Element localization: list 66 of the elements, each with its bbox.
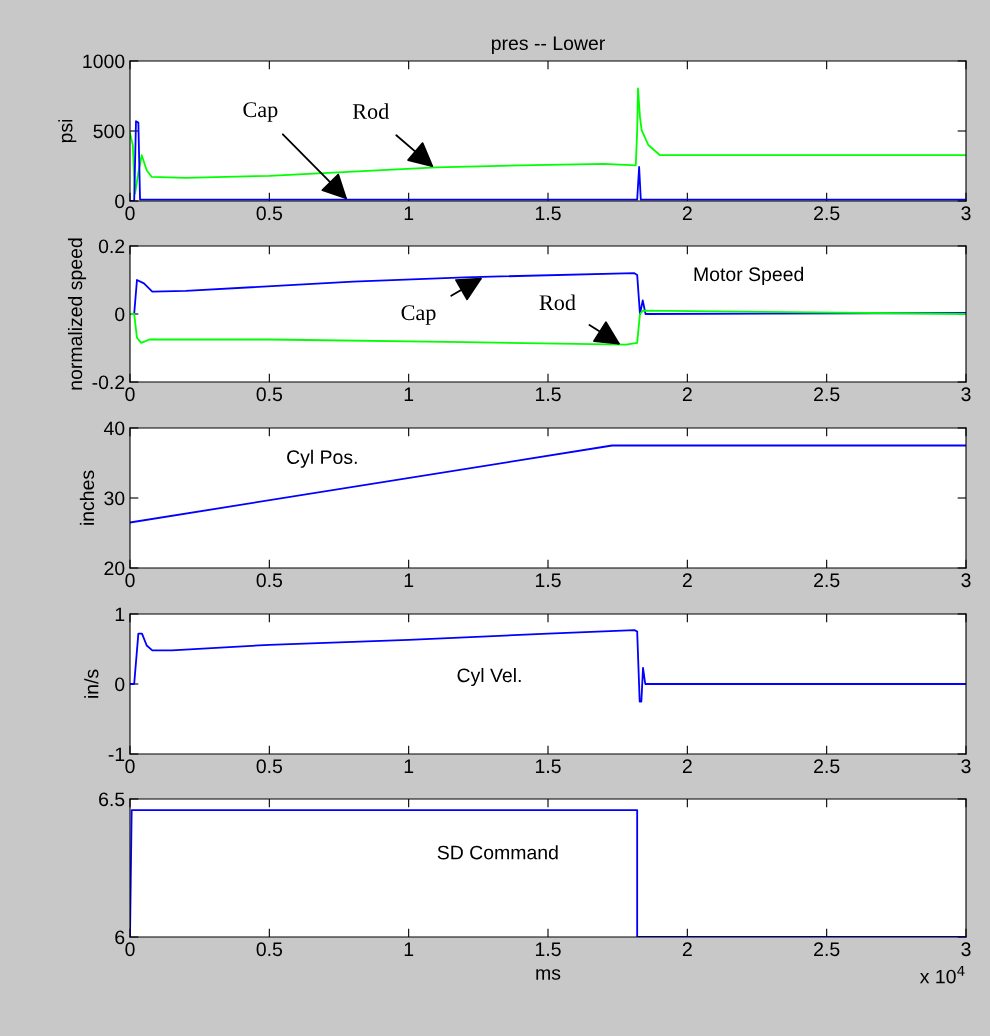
y-tick-label: -1	[108, 747, 125, 762]
y-tick-label: 500	[93, 124, 125, 139]
annotation: Rod	[539, 294, 576, 311]
x-axis-title: ms	[536, 969, 561, 980]
y-tick-label: -0.2	[92, 375, 125, 390]
x-tick-label: 2.5	[814, 206, 840, 221]
x-tick-label: 0	[125, 759, 135, 774]
y-tick-label: 0	[115, 307, 125, 322]
chart-title: pres -- Lower	[491, 36, 605, 54]
x-tick-label: 3	[961, 206, 971, 221]
x-tick-label: 0	[125, 942, 135, 957]
x-tick-label: 1.5	[535, 573, 561, 588]
y-tick-label: 1000	[83, 54, 125, 69]
y-tick-label: 6	[115, 930, 125, 945]
annotation: Motor Speed	[694, 266, 804, 285]
x-tick-label: 3	[961, 759, 971, 774]
x-tick-label: 0.5	[256, 759, 283, 774]
x-tick-label: 1	[404, 942, 414, 956]
x-tick-label: 0	[125, 206, 135, 221]
x-tick-label: 2	[682, 206, 692, 220]
annotation: Rod	[352, 103, 389, 119]
annotation: Cap	[243, 102, 278, 122]
text: x 10$^{4}$	[919, 965, 965, 984]
y-axis-title: psi	[58, 119, 77, 143]
x-tick-label: 3	[961, 387, 971, 402]
y-tick-label: 30	[104, 491, 125, 506]
x-tick-label: 1.5	[535, 206, 561, 221]
x-tick-label: 0.5	[256, 942, 283, 957]
x-tick-label: 1	[404, 387, 414, 401]
y-tick-label: 1	[115, 607, 125, 622]
x-tick-label: 3	[961, 942, 971, 957]
x-tick-label: 1.5	[535, 942, 561, 957]
x-tick-label: 1	[404, 573, 414, 587]
y-tick-label: 20	[104, 561, 125, 576]
annotation: SD Command	[437, 845, 558, 860]
x-tick-label: 2	[682, 942, 692, 956]
x-tick-label: 2	[682, 573, 692, 587]
y-tick-label: 0	[115, 677, 125, 692]
line-series	[130, 87, 966, 195]
x-tick-label: 1.5	[535, 387, 561, 402]
x-tick-label: 0	[125, 387, 135, 402]
y-tick-label: 0.2	[98, 239, 125, 254]
line-series	[130, 629, 966, 703]
y-tick-label: 40	[103, 421, 125, 436]
x-tick-label: 1	[404, 206, 414, 220]
x-tick-label: 1	[404, 759, 414, 773]
y-tick-label: 6.5	[99, 792, 125, 807]
x-tick-label: 2.5	[814, 387, 840, 402]
y-axis-title: inches	[79, 470, 95, 525]
x-tick-label: 2.5	[814, 573, 840, 588]
x-tick-label: 2	[682, 387, 692, 401]
y-tick-label: 0	[115, 194, 125, 209]
x-tick-label: 3	[961, 573, 971, 588]
y-axis-title: normalized speed	[67, 238, 87, 390]
x-tick-label: 2.5	[814, 942, 840, 957]
annotation: Cap	[401, 305, 436, 325]
annotation: Cyl Vel.	[457, 667, 521, 687]
x-tick-label: 0.5	[256, 206, 283, 221]
x-tick-label: 0.5	[256, 387, 283, 402]
annotation: Cyl Pos.	[287, 449, 357, 468]
x-tick-label: 1.5	[535, 759, 561, 774]
x-tick-label: 0	[125, 573, 135, 588]
x-tick-label: 2.5	[814, 759, 840, 774]
y-axis-title: in/s	[84, 669, 99, 698]
x-tick-label: 2	[682, 759, 692, 773]
x-tick-label: 0.5	[256, 573, 283, 588]
